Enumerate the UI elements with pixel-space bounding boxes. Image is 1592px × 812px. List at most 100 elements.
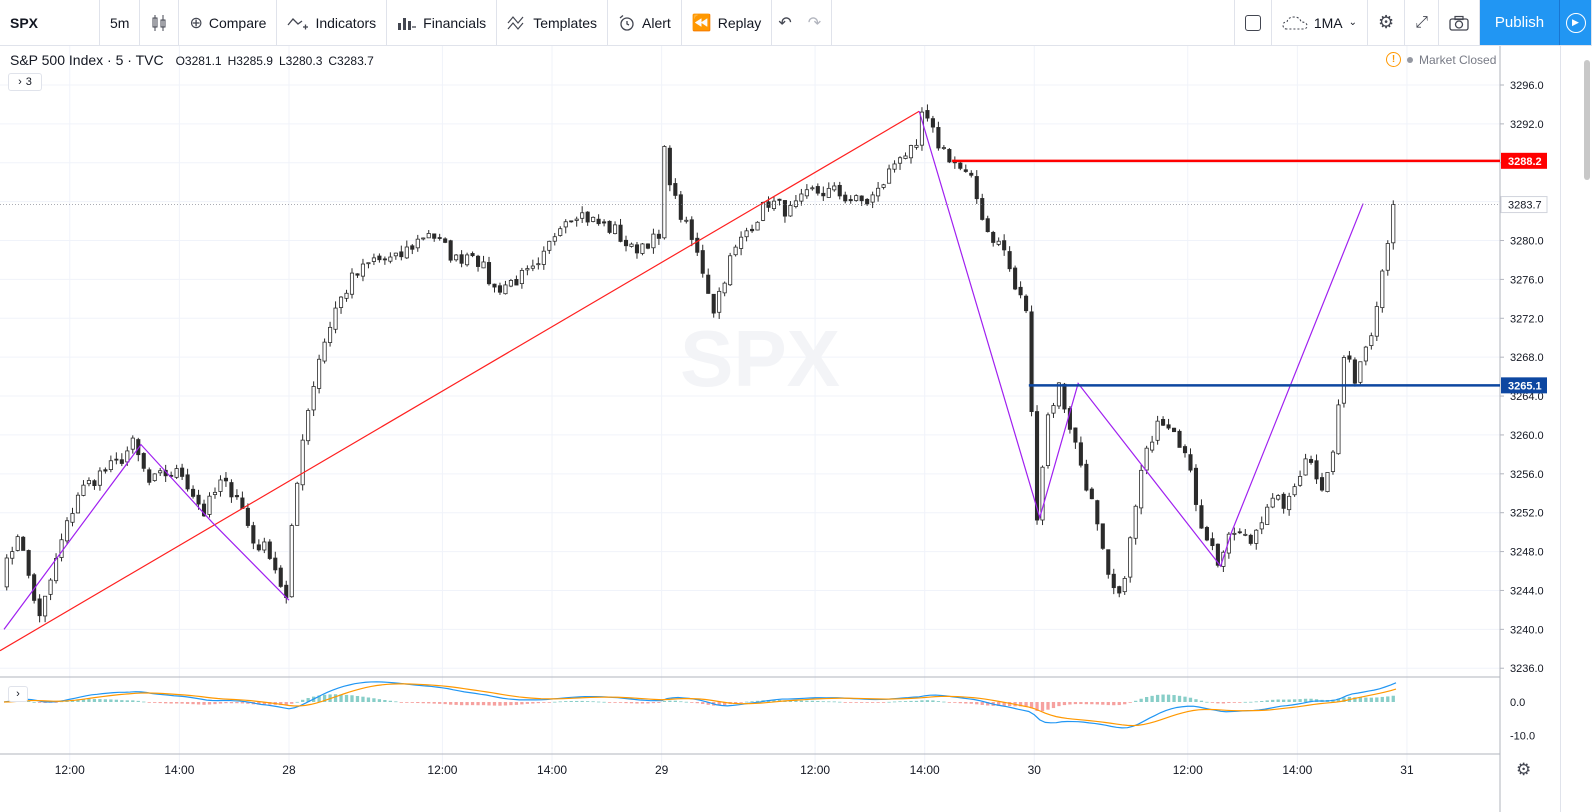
macd-histogram-bar — [821, 701, 825, 703]
price-tick-label: 3236.0 — [1510, 663, 1544, 675]
candle-body — [826, 187, 831, 198]
candle-body — [585, 211, 590, 223]
macd-histogram-bar — [750, 701, 754, 703]
macd-histogram-bar — [1216, 702, 1220, 704]
play-button[interactable]: ▶ — [1560, 0, 1592, 45]
macd-histogram-bar — [1051, 702, 1056, 709]
axis-settings-gear-icon[interactable]: ⚙ — [1516, 760, 1532, 779]
macd-collapse-button[interactable]: › — [8, 686, 28, 702]
time-axis[interactable]: 12:00 14:00 28 12:00 14:00 29 12:00 14:00 30 12:0… — [55, 763, 1414, 777]
candle-body — [366, 262, 371, 265]
macd-histogram-bar — [432, 702, 436, 704]
indicators-collapse-button[interactable]: › 3 — [8, 73, 42, 91]
macd-histogram-bar — [958, 702, 962, 704]
macd-histogram-bar — [1007, 702, 1012, 707]
macd-histogram-bar — [1386, 696, 1390, 702]
candle-body — [782, 200, 787, 217]
candle-body — [492, 283, 497, 288]
redo-button[interactable]: ↷ — [798, 0, 833, 45]
legend-low: L3280.3 — [278, 54, 323, 68]
undo-button[interactable]: ↶ — [772, 0, 797, 45]
macd-histogram-bar — [1292, 699, 1297, 702]
macd-histogram-bar — [569, 700, 573, 702]
candle-body — [1073, 427, 1078, 443]
layout-name-button[interactable]: 1MA ⌄ — [1272, 0, 1369, 45]
chart-drawings — [0, 110, 1500, 652]
templates-button[interactable]: Templates — [497, 0, 608, 45]
candle-body — [1133, 505, 1138, 539]
candle-body — [59, 539, 64, 558]
candle-body — [613, 224, 618, 235]
publish-button[interactable]: Publish — [1480, 0, 1560, 45]
candle-body — [201, 503, 207, 517]
macd-histogram-bar — [317, 695, 321, 702]
macd-histogram-bar — [1123, 702, 1127, 705]
page-scrollbar[interactable] — [1584, 60, 1590, 180]
candle-body — [4, 557, 9, 588]
snapshot-button[interactable] — [1439, 0, 1480, 45]
market-status-label: Market Closed — [1419, 52, 1497, 67]
candle-body — [1040, 466, 1045, 521]
macd-histogram-bar — [207, 702, 212, 705]
candle-body — [881, 184, 886, 188]
candle-body — [1078, 442, 1083, 466]
candle-body — [92, 480, 97, 487]
interval-button[interactable]: 5m — [100, 0, 141, 45]
macd-tick-label: 0.0 — [1510, 697, 1525, 709]
candle-body — [1182, 446, 1188, 454]
candle-body — [1380, 270, 1385, 309]
candle-body — [689, 219, 694, 240]
macd-line — [3, 681, 1397, 729]
macd-histogram-bar — [1391, 695, 1395, 702]
settings-button[interactable]: ⚙ — [1368, 0, 1406, 45]
indicators-button[interactable]: Indicators — [277, 0, 388, 45]
candle-body — [1330, 451, 1336, 472]
candle-body — [64, 520, 70, 542]
macd-histogram-bar — [629, 702, 634, 704]
chart-style-button[interactable] — [140, 0, 180, 45]
macd-histogram-bar — [32, 701, 36, 703]
financials-button[interactable]: Financials — [387, 0, 498, 45]
macd-histogram-bar — [109, 699, 113, 702]
fullscreen-button[interactable]: ⤢ — [1405, 0, 1439, 45]
macd-histogram-bar — [339, 694, 343, 702]
macd-histogram-bar — [607, 702, 612, 703]
alert-button[interactable]: Alert — [608, 0, 682, 45]
candle-body — [810, 187, 815, 190]
candle-body — [1265, 506, 1270, 525]
macd-histogram-bar — [547, 702, 551, 703]
candle-body — [892, 163, 897, 170]
price-tick-label: 3292.0 — [1510, 119, 1544, 131]
candle-body — [196, 494, 201, 505]
macd-histogram-bar — [1287, 699, 1291, 702]
macd-histogram-bar — [942, 701, 946, 703]
macd-histogram-bar — [1090, 702, 1094, 705]
zigzag-right — [918, 111, 1364, 568]
macd-histogram-bar — [1205, 701, 1209, 703]
replay-button[interactable]: ⏪ Replay — [682, 0, 773, 45]
price-tick-label: 3276.0 — [1510, 274, 1544, 286]
watermark-symbol: SPX — [680, 314, 840, 403]
candle-body — [1056, 382, 1062, 407]
compare-button[interactable]: ⊕ Compare — [179, 0, 278, 45]
candle-body — [1002, 240, 1007, 251]
macd-histogram-bar — [849, 702, 853, 703]
candle-body — [1007, 251, 1012, 270]
macd-histogram-bar — [235, 702, 239, 704]
indicators-icon — [287, 17, 309, 29]
macd-histogram-bar — [1380, 696, 1384, 702]
price-axis[interactable]: 3296.03292.03288.03284.03280.03276.03272… — [1500, 80, 1548, 675]
macd-histogram-bar — [284, 702, 288, 706]
candle-body — [1363, 346, 1368, 362]
candle-body — [930, 118, 935, 128]
candle-body — [859, 195, 864, 202]
price-chart[interactable]: SPX 3296.03292.03288.03284.03280.03276.0… — [0, 46, 1560, 812]
symbol-search-button[interactable]: SPX — [0, 0, 100, 45]
macd-histogram-bar — [164, 702, 168, 704]
macd-histogram-bar — [881, 702, 886, 703]
candle-body — [459, 254, 464, 264]
layout-button[interactable] — [1233, 0, 1272, 45]
candle-body — [991, 231, 996, 243]
candle-body — [1226, 533, 1231, 554]
candle-body — [1084, 463, 1089, 491]
